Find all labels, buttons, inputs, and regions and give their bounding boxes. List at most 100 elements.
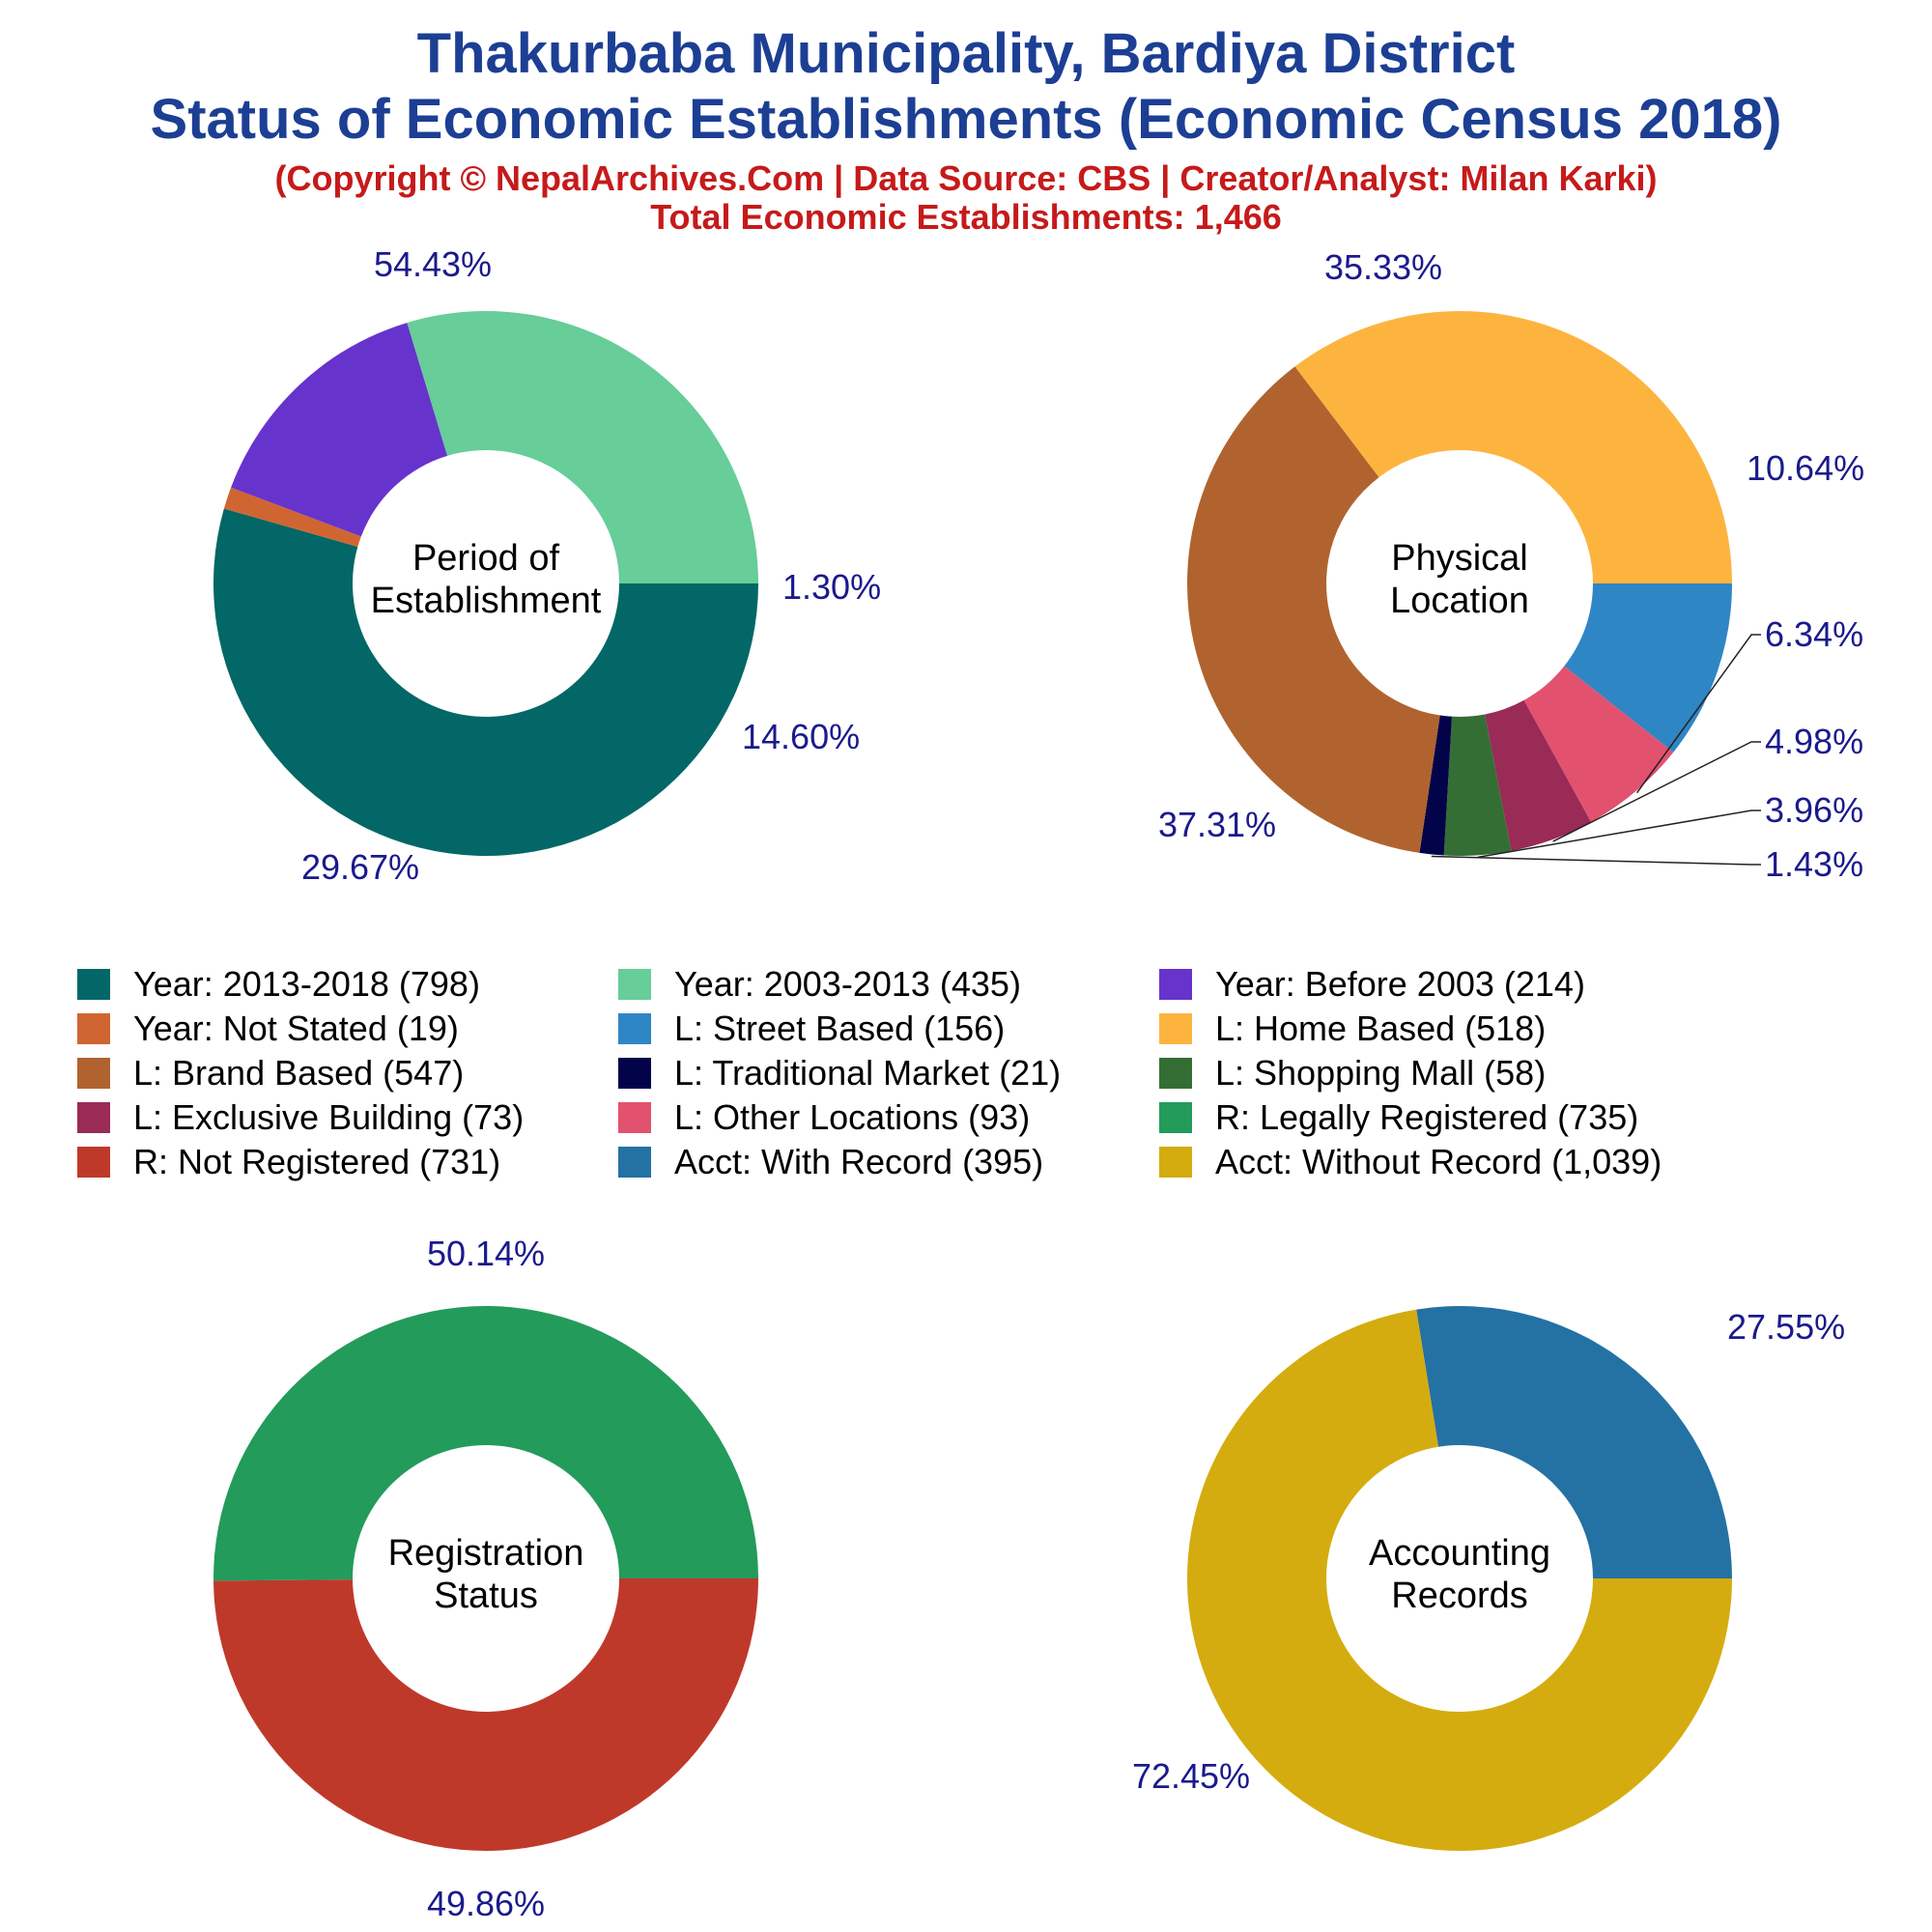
legend-label: Acct: Without Record (1,039) (1215, 1142, 1662, 1181)
donut-center-label: Records (1391, 1576, 1528, 1616)
credit-line: (Copyright © NepalArchives.Com | Data So… (274, 158, 1658, 198)
slice-percent-label: 10.64% (1747, 448, 1864, 488)
legend-item: Year: 2013-2018 (798) (77, 962, 480, 1007)
donut-slice (1523, 666, 1674, 822)
legend-label: Acct: With Record (395) (674, 1142, 1044, 1181)
donut-center-label: Period of (412, 538, 560, 579)
donut-slice (231, 323, 448, 537)
legend-label: R: Legally Registered (735) (1215, 1097, 1639, 1137)
donut-slice (213, 1305, 758, 1581)
slice-percent-label: 50.14% (427, 1234, 545, 1273)
legend-swatch (77, 1058, 110, 1089)
slice-percent-label: 37.31% (1158, 805, 1276, 844)
legend-label: L: Brand Based (547) (133, 1053, 465, 1093)
legend-item: Year: Not Stated (19) (77, 1007, 459, 1051)
legend-item: L: Shopping Mall (58) (1159, 1051, 1546, 1095)
leader-line (1431, 855, 1761, 866)
legend-label: Year: Not Stated (19) (133, 1009, 459, 1048)
legend-label: R: Not Registered (731) (133, 1142, 501, 1181)
donut-slice (1564, 583, 1732, 753)
slice-percent-label: 1.30% (782, 567, 881, 607)
legend-swatch (1159, 1013, 1192, 1044)
slice-percent-label: 29.67% (301, 847, 419, 887)
legend-row: Year: 2013-2018 (798) Year: 2003-2013 (43… (77, 962, 1874, 1007)
slice-percent-label: 14.60% (742, 717, 860, 756)
slice-percent-label: 27.55% (1727, 1307, 1845, 1347)
legend-item: R: Not Registered (731) (77, 1140, 500, 1184)
legend-swatch (77, 969, 110, 1000)
donut-center-label: Physical (1391, 538, 1528, 579)
legend-row: L: Brand Based (547) L: Traditional Marke… (77, 1051, 1874, 1095)
donut-slice (1443, 714, 1512, 856)
donut-slice (1419, 715, 1453, 856)
donut-slice (1485, 699, 1592, 851)
legend-row: L: Exclusive Building (73) L: Other Locat… (77, 1095, 1874, 1140)
donut-2: 10.64% 6.34% 4.98% 3.96% 1.43% 37.31% 35.33% Ph… (1158, 247, 1864, 884)
leader-line (1552, 741, 1761, 842)
legend-label: Year: 2013-2018 (798) (133, 964, 480, 1004)
legend-row: Year: Not Stated (19) L: Street Based (15… (77, 1007, 1874, 1051)
legend-swatch (618, 1147, 651, 1178)
slice-percent-label: 35.33% (1324, 247, 1442, 287)
legend: Year: 2013-2018 (798) Year: 2003-2013 (43… (77, 962, 1874, 1184)
legend-swatch (77, 1102, 110, 1133)
donut-slice (1186, 366, 1440, 853)
donut-center-label: Establishment (371, 581, 602, 621)
legend-label: L: Exclusive Building (73) (133, 1097, 525, 1137)
donut-center-label: Status (434, 1576, 538, 1616)
legend-item: Year: Before 2003 (214) (1159, 962, 1585, 1007)
chart-subtitle: Status of Economic Establishments (Econo… (150, 88, 1782, 151)
legend-swatch (1159, 1147, 1192, 1178)
donut-slice (213, 508, 758, 857)
donut-slice (1416, 1306, 1732, 1578)
legend-label: L: Home Based (518) (1215, 1009, 1547, 1048)
chart-title: Thakurbaba Municipality, Bardiya Distric… (416, 22, 1516, 85)
slice-percent-label: 72.45% (1132, 1756, 1250, 1796)
legend-item: Acct: Without Record (1,039) (1159, 1140, 1662, 1184)
donut-slice (223, 487, 361, 548)
legend-label: L: Other Locations (93) (674, 1097, 1031, 1137)
legend-item: Year: 2003-2013 (435) (618, 962, 1021, 1007)
legend-label: Year: 2003-2013 (435) (674, 964, 1021, 1004)
legend-item: L: Home Based (518) (1159, 1007, 1546, 1051)
legend-label: L: Shopping Mall (58) (1215, 1053, 1547, 1093)
donut-slice (1186, 1309, 1732, 1852)
legend-row: R: Not Registered (731) Acct: With Record… (77, 1140, 1874, 1184)
donut-slice (407, 311, 758, 583)
legend-item: L: Street Based (156) (618, 1007, 1005, 1051)
legend-swatch (618, 1013, 651, 1044)
legend-label: L: Street Based (156) (674, 1009, 1006, 1048)
legend-item: L: Exclusive Building (73) (77, 1095, 524, 1140)
legend-label: L: Traditional Market (21) (674, 1053, 1062, 1093)
donut-slice (213, 1578, 758, 1851)
donut-1: 54.43% 1.30% 14.60% 29.67% Period ofEstablis… (213, 244, 881, 887)
legend-item: L: Brand Based (547) (77, 1051, 464, 1095)
legend-item: L: Other Locations (93) (618, 1095, 1030, 1140)
donut-center-label: Location (1390, 581, 1529, 621)
legend-item: Acct: With Record (395) (618, 1140, 1043, 1184)
leader-line (1635, 634, 1761, 794)
slice-percent-label: 4.98% (1765, 722, 1863, 761)
legend-swatch (1159, 1058, 1192, 1089)
donut-slice (1294, 311, 1732, 583)
legend-swatch (77, 1147, 110, 1178)
legend-label: Year: Before 2003 (214) (1215, 964, 1585, 1004)
legend-swatch (1159, 1102, 1192, 1133)
legend-swatch (618, 969, 651, 1000)
slice-percent-label: 54.43% (374, 244, 492, 284)
legend-swatch (618, 1102, 651, 1133)
slice-percent-label: 49.86% (427, 1884, 545, 1923)
slice-percent-label: 6.34% (1765, 614, 1863, 654)
legend-swatch (1159, 969, 1192, 1000)
slice-percent-label: 3.96% (1765, 790, 1863, 830)
total-establishments: Total Economic Establishments: 1,466 (650, 197, 1282, 237)
legend-swatch (77, 1013, 110, 1044)
legend-item: R: Legally Registered (735) (1159, 1095, 1638, 1140)
donut-center-label: Accounting (1369, 1533, 1550, 1574)
slice-percent-label: 1.43% (1765, 844, 1863, 884)
donut-center-label: Registration (388, 1533, 584, 1574)
leader-line (1477, 810, 1761, 859)
